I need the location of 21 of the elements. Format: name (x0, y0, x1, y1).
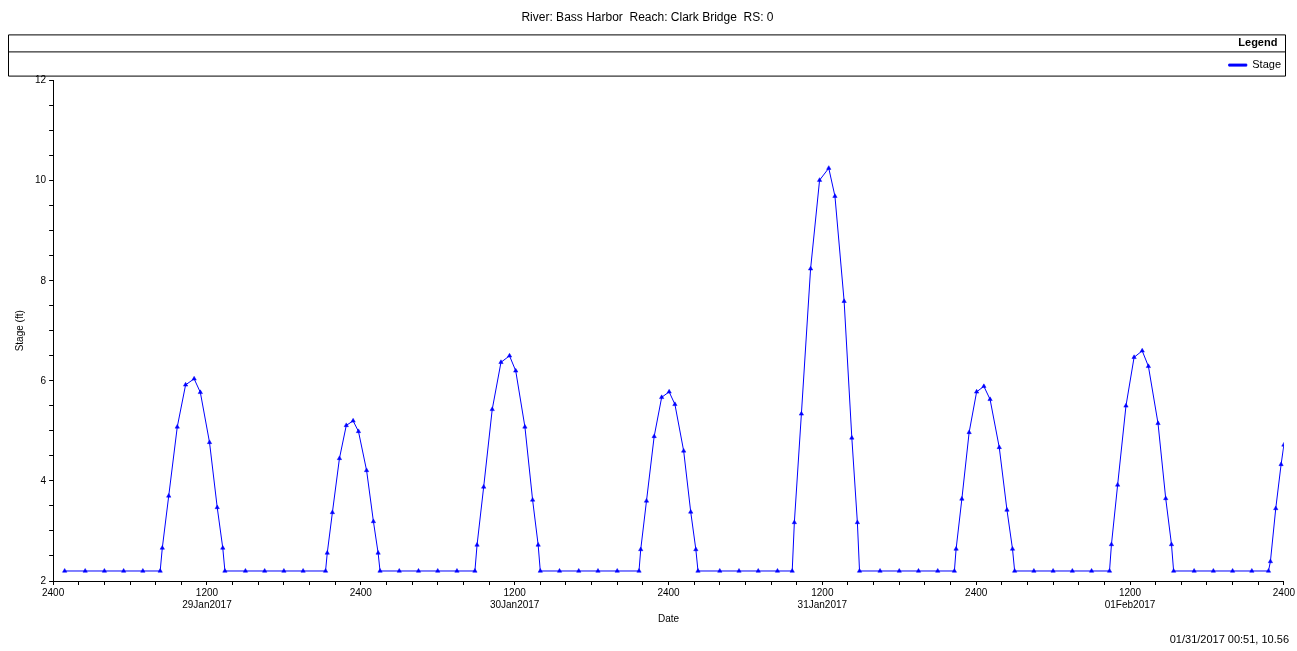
x-tick-label: 1200 29Jan2017 (182, 586, 233, 610)
x-tick-label: 2400 (657, 586, 681, 598)
x-tick-label: 1200 01Feb2017 (1104, 586, 1156, 610)
x-tick-label: 2400 (965, 586, 988, 598)
x-tick-label: 1200 30Jan2017 (489, 586, 540, 610)
y-tick-label: 8 (40, 274, 47, 286)
x-tick-label: 1200 31Jan2017 (797, 586, 848, 610)
text: 01/31/2017 00:51, 10.56 (1169, 632, 1289, 645)
x-tick-label: 2400 (349, 586, 373, 598)
y-tick-label: 2 (40, 574, 47, 586)
y-tick-label: 10 (35, 174, 47, 186)
y-axis-title: Stage (ft) (13, 310, 25, 352)
y-tick-label: 4 (40, 474, 47, 486)
legend-title: Legend (1238, 35, 1278, 48)
x-axis-title: Date (657, 612, 680, 624)
y-tick-label: 12 (35, 74, 47, 86)
x-tick-label: 2400 (1272, 586, 1296, 598)
chart-title: River: Bass Harbor Reach: Clark Bridge RS: 0 (521, 9, 774, 24)
legend-label: Stage (1252, 58, 1281, 71)
x-tick-label: 2400 (42, 586, 65, 598)
y-tick-label: 6 (40, 374, 47, 386)
